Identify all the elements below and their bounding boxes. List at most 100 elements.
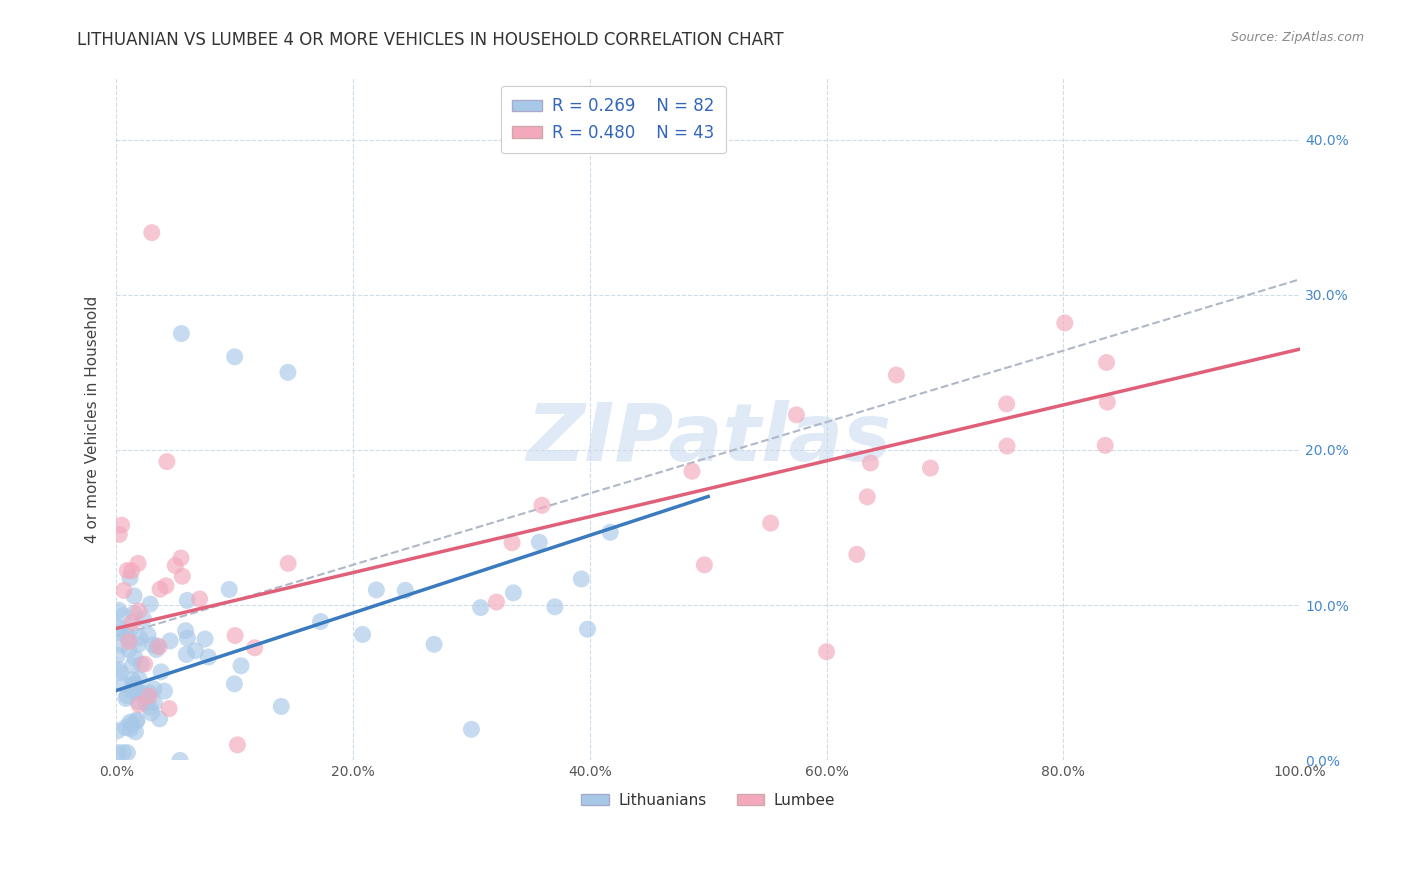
Point (114, 721, 136, 735)
Point (112, 746, 135, 760)
Point (121, 673, 143, 687)
Point (120, 571, 142, 585)
Point (150, 665, 173, 679)
Point (138, 689, 160, 703)
Point (136, 628, 159, 642)
Point (165, 558, 187, 573)
Point (112, 678, 135, 692)
Point (681, 464, 703, 478)
Point (125, 714, 148, 728)
Point (107, 662, 129, 676)
Point (859, 456, 882, 470)
Text: Source: ZipAtlas.com: Source: ZipAtlas.com (1230, 31, 1364, 45)
Point (218, 582, 240, 597)
Point (394, 583, 416, 598)
Point (118, 623, 141, 637)
Point (128, 698, 150, 712)
Point (529, 535, 551, 549)
Point (112, 583, 135, 598)
Point (815, 645, 838, 659)
Point (502, 586, 524, 600)
Point (159, 634, 181, 648)
Point (125, 713, 148, 727)
Point (127, 638, 149, 652)
Point (131, 657, 153, 672)
Point (107, 746, 129, 760)
Legend: Lithuanians, Lumbee: Lithuanians, Lumbee (575, 787, 841, 814)
Point (174, 624, 197, 638)
Point (176, 593, 198, 607)
Point (785, 408, 807, 422)
Point (142, 681, 165, 696)
Point (172, 569, 194, 583)
Point (169, 753, 191, 767)
Point (170, 326, 193, 341)
Point (176, 648, 198, 662)
Point (121, 684, 143, 698)
Point (1053, 316, 1076, 330)
Point (141, 706, 163, 720)
Point (485, 595, 508, 609)
Point (107, 648, 129, 663)
Point (156, 455, 179, 469)
Point (124, 650, 146, 665)
Point (576, 622, 599, 636)
Point (139, 700, 162, 714)
Point (224, 628, 246, 642)
Point (121, 717, 143, 731)
Y-axis label: 4 or more Vehicles in Household: 4 or more Vehicles in Household (86, 295, 100, 542)
Point (224, 350, 246, 364)
Point (544, 599, 567, 614)
Point (270, 699, 292, 714)
Point (856, 490, 879, 504)
Point (224, 677, 246, 691)
Point (149, 582, 172, 597)
Point (530, 498, 553, 512)
Point (138, 686, 160, 700)
Point (127, 695, 149, 709)
Point (194, 632, 217, 646)
Point (127, 685, 149, 699)
Point (157, 701, 180, 715)
Point (170, 551, 193, 566)
Point (569, 572, 592, 586)
Point (114, 691, 136, 706)
Point (134, 657, 156, 671)
Point (226, 738, 249, 752)
Point (352, 627, 374, 641)
Point (139, 597, 162, 611)
Point (146, 639, 169, 653)
Point (309, 615, 332, 629)
Point (107, 620, 129, 634)
Point (107, 723, 129, 738)
Point (145, 642, 167, 657)
Point (141, 226, 163, 240)
Point (120, 722, 142, 736)
Point (124, 724, 146, 739)
Point (115, 689, 138, 703)
Point (108, 625, 131, 640)
Point (886, 368, 908, 382)
Point (121, 564, 143, 578)
Point (117, 746, 139, 760)
Point (142, 638, 165, 652)
Point (112, 608, 135, 623)
Point (184, 644, 207, 658)
Point (132, 687, 155, 701)
Point (423, 637, 446, 651)
Point (128, 672, 150, 686)
Point (111, 518, 134, 533)
Point (759, 516, 782, 530)
Point (501, 535, 523, 549)
Point (176, 631, 198, 645)
Point (124, 676, 146, 690)
Point (121, 658, 143, 673)
Point (122, 589, 145, 603)
Point (118, 642, 141, 657)
Point (149, 712, 172, 726)
Point (229, 658, 252, 673)
Point (107, 603, 129, 617)
Point (128, 631, 150, 645)
Point (197, 650, 219, 665)
Point (148, 640, 170, 654)
